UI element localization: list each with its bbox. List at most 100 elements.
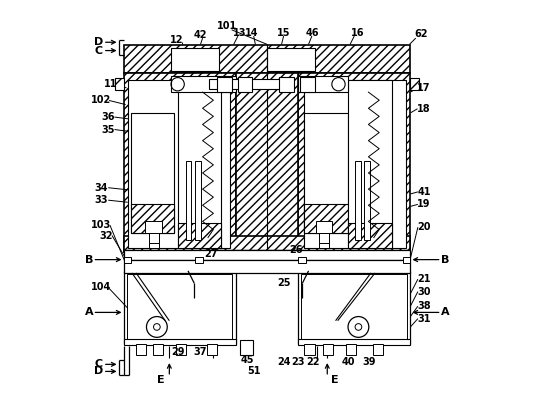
Text: A: A: [441, 307, 449, 317]
Bar: [304, 344, 315, 355]
Bar: [131, 204, 174, 234]
Bar: [298, 339, 411, 345]
Bar: [128, 80, 230, 248]
Text: D: D: [94, 367, 103, 377]
Bar: [298, 73, 411, 252]
Bar: [123, 236, 411, 252]
Bar: [153, 344, 163, 355]
Bar: [207, 344, 217, 355]
Bar: [115, 78, 124, 90]
Bar: [123, 339, 236, 345]
Bar: [304, 80, 406, 248]
Text: 30: 30: [418, 286, 431, 296]
Bar: [316, 221, 332, 234]
Bar: [195, 161, 200, 240]
Bar: [145, 221, 162, 234]
Text: 38: 38: [417, 301, 431, 311]
Bar: [355, 161, 361, 240]
Text: 29: 29: [171, 347, 184, 357]
Text: C: C: [95, 359, 103, 369]
Bar: [304, 204, 348, 234]
Bar: [364, 161, 370, 240]
Text: 21: 21: [418, 274, 431, 284]
Bar: [127, 274, 232, 341]
Bar: [136, 344, 146, 355]
Text: E: E: [331, 375, 338, 385]
Text: 39: 39: [362, 357, 375, 367]
Text: 27: 27: [204, 249, 218, 259]
Text: 31: 31: [418, 314, 431, 324]
Text: 18: 18: [417, 104, 431, 114]
Bar: [148, 243, 159, 248]
Bar: [319, 243, 329, 248]
Bar: [123, 257, 131, 264]
Bar: [298, 76, 348, 92]
Text: 33: 33: [94, 195, 107, 205]
Text: C: C: [95, 45, 103, 55]
Bar: [298, 271, 411, 344]
Text: 12: 12: [170, 35, 183, 45]
Text: 42: 42: [194, 30, 207, 40]
Bar: [300, 77, 315, 92]
Text: 25: 25: [277, 278, 290, 288]
Bar: [373, 344, 383, 355]
Text: 40: 40: [341, 357, 355, 367]
Bar: [298, 257, 305, 264]
Bar: [195, 257, 202, 264]
Text: 37: 37: [194, 347, 207, 357]
Bar: [123, 260, 411, 273]
Bar: [209, 79, 286, 89]
Bar: [302, 274, 407, 341]
Bar: [240, 340, 253, 355]
Bar: [171, 48, 219, 70]
Text: 46: 46: [306, 28, 319, 38]
Bar: [348, 223, 391, 248]
Text: 45: 45: [240, 355, 254, 365]
Text: 13: 13: [233, 28, 247, 38]
Text: E: E: [157, 375, 165, 385]
Text: B: B: [441, 255, 449, 265]
Bar: [323, 344, 334, 355]
Bar: [148, 234, 159, 244]
Bar: [217, 77, 232, 92]
Bar: [123, 73, 236, 252]
Bar: [185, 161, 191, 240]
Text: B: B: [85, 255, 93, 265]
Bar: [178, 223, 221, 248]
Bar: [238, 77, 253, 92]
Text: 104: 104: [91, 282, 111, 292]
Bar: [346, 344, 356, 355]
Bar: [403, 257, 411, 264]
Text: 62: 62: [414, 29, 428, 39]
Text: 11: 11: [104, 79, 117, 89]
Text: 51: 51: [247, 367, 261, 377]
Bar: [267, 48, 315, 70]
Text: 19: 19: [418, 199, 431, 209]
Text: 23: 23: [292, 357, 305, 367]
Bar: [176, 344, 186, 355]
Text: D: D: [94, 37, 103, 47]
Text: 103: 103: [91, 220, 111, 230]
Bar: [319, 234, 329, 244]
Text: 102: 102: [91, 95, 111, 106]
Text: 36: 36: [101, 112, 115, 122]
Text: 17: 17: [418, 83, 431, 93]
Text: 22: 22: [306, 357, 319, 367]
Text: A: A: [85, 307, 93, 317]
Bar: [410, 78, 419, 90]
Bar: [131, 113, 174, 234]
Text: 41: 41: [418, 187, 431, 197]
Text: 26: 26: [289, 245, 303, 255]
Text: 32: 32: [99, 231, 113, 241]
Text: 15: 15: [277, 28, 290, 38]
Text: 24: 24: [277, 357, 290, 367]
Text: 101: 101: [217, 20, 238, 30]
Bar: [123, 45, 411, 73]
Bar: [123, 271, 236, 344]
Bar: [123, 250, 411, 261]
Text: 35: 35: [101, 125, 115, 135]
Text: 14: 14: [245, 28, 258, 38]
Bar: [178, 80, 221, 248]
Bar: [236, 73, 298, 252]
Text: 34: 34: [94, 183, 107, 193]
